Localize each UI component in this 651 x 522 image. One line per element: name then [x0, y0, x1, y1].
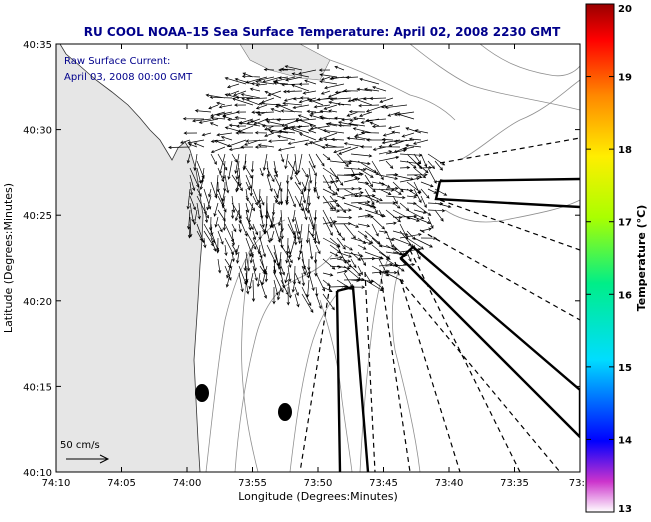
colorbar-gradient	[585, 3, 615, 513]
colorbar-tick-label: 18	[618, 145, 632, 156]
x-tick-label: 73:40	[435, 478, 464, 489]
y-tick-label: 40:20	[23, 297, 52, 308]
colorbar-tick-label: 14	[618, 435, 632, 446]
contours	[205, 44, 580, 472]
x-tick-label: 74:00	[173, 478, 202, 489]
colorbar-tick-label: 19	[618, 73, 632, 84]
colorbar-ticks: 20 19 18 17 16 15 14 13	[586, 3, 632, 515]
subtitle-line1: Raw Surface Current:	[64, 56, 170, 67]
subtitle-line2: April 03, 2008 00:00 GMT	[64, 72, 193, 83]
colorbar-tick-label: 20	[618, 4, 632, 15]
colorbar-tick-label: 15	[618, 363, 632, 374]
y-tick-label: 40:30	[23, 126, 52, 137]
y-tick-label: 40:25	[23, 211, 52, 222]
colorbar-label: Temperature (°C)	[635, 205, 648, 312]
transect-boxes	[335, 177, 580, 472]
colorbar: 20 19 18 17 16 15 14 13 Temperature (°C)	[585, 3, 648, 515]
scale-arrow	[66, 454, 110, 464]
dashed-tracks	[299, 137, 580, 472]
colorbar-tick-label: 13	[618, 504, 632, 515]
axes: 74:10 74:05 74:00 73:55 73:50 73:45 73:40 73:35…	[23, 40, 591, 489]
colorbar-tick-label: 17	[618, 218, 632, 229]
y-tick-label: 40:15	[23, 382, 52, 393]
current-vectors	[168, 65, 452, 313]
x-tick-label: 73:35	[500, 478, 529, 489]
buoy-marker-west	[195, 384, 209, 402]
chart-title: RU COOL NOAA–15 Sea Surface Temperature:…	[84, 25, 561, 39]
buoy-marker-east	[278, 403, 292, 421]
plot-area: 50 cm/s Raw Surface Current: April 03, 2…	[56, 44, 580, 472]
y-axis-label: Latitude (Degrees:Minutes)	[2, 183, 15, 333]
y-tick-label: 40:10	[23, 468, 52, 479]
x-tick-label: 73:55	[238, 478, 267, 489]
colorbar-tick-label: 16	[618, 290, 632, 301]
x-tick-label: 74:05	[107, 478, 136, 489]
x-tick-label: 73:50	[304, 478, 333, 489]
y-tick-label: 40:35	[23, 40, 52, 51]
vector-arrows	[168, 65, 452, 313]
x-tick-label: 74:10	[42, 478, 71, 489]
scale-label: 50 cm/s	[60, 440, 100, 451]
x-tick-label: 73:3	[569, 478, 591, 489]
land-north	[239, 44, 331, 81]
x-tick-label: 73:45	[369, 478, 398, 489]
x-axis-label: Longitude (Degrees:Minutes)	[238, 490, 398, 503]
land-mass	[56, 44, 204, 472]
